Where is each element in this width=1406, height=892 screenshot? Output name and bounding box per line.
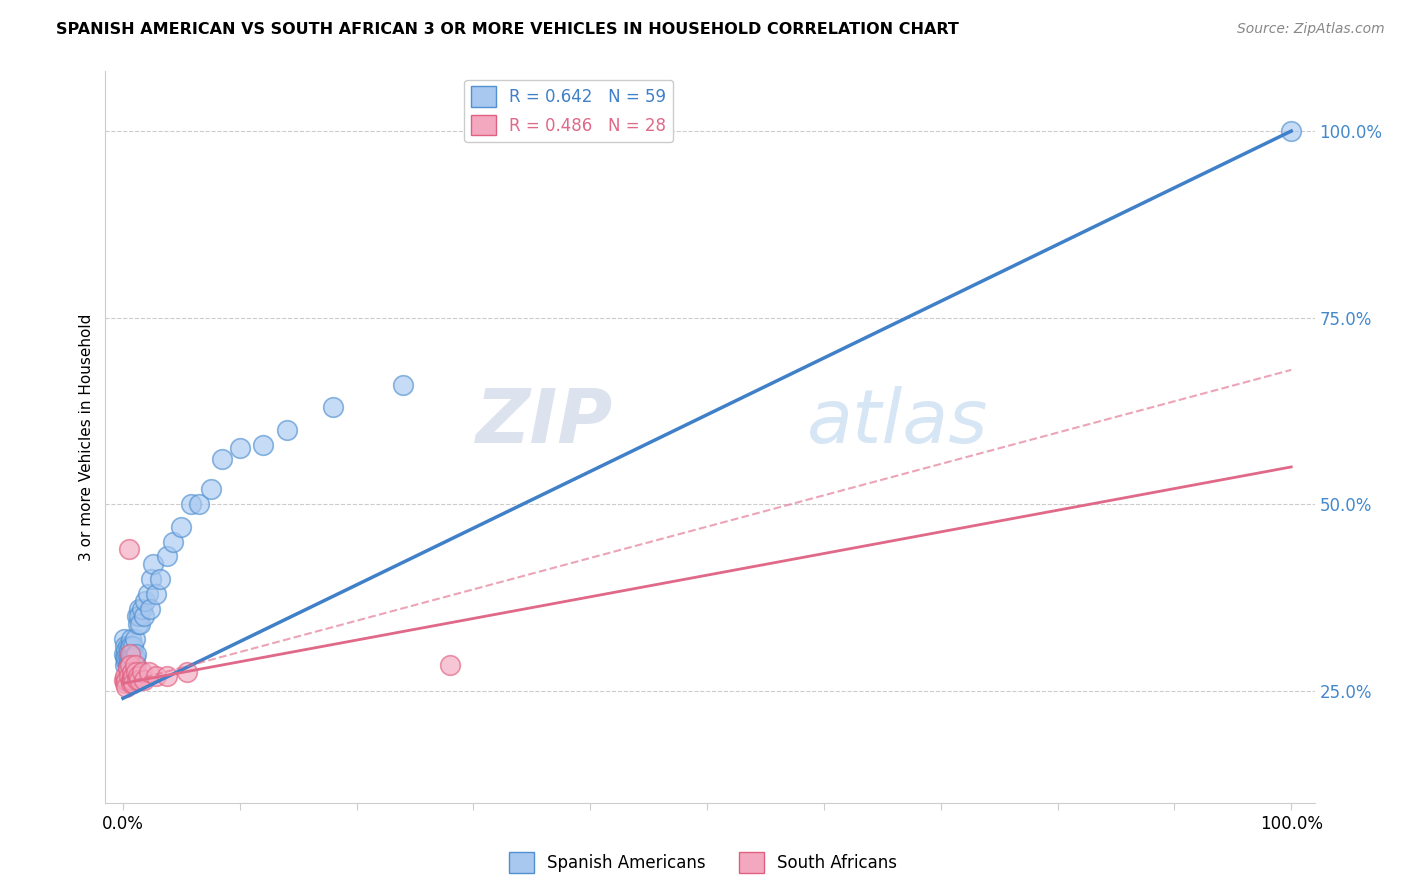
Point [1279, 124, 1302, 138]
Point [156, 549, 179, 564]
Point [120, 639, 142, 653]
Point [121, 665, 143, 680]
Point [121, 650, 143, 665]
Point [122, 639, 145, 653]
Point [145, 587, 167, 601]
Point [138, 665, 160, 680]
Point [125, 647, 148, 661]
Point [134, 594, 156, 608]
Point [139, 572, 162, 586]
Point [170, 519, 193, 533]
Point [122, 650, 145, 665]
Point [115, 673, 138, 687]
Point [162, 534, 184, 549]
Point [115, 680, 138, 694]
Text: SPANISH AMERICAN VS SOUTH AFRICAN 3 OR MORE VEHICLES IN HOUSEHOLD CORRELATION CH: SPANISH AMERICAN VS SOUTH AFRICAN 3 OR M… [56, 22, 959, 37]
Point [115, 654, 138, 668]
Legend: Spanish Americans, South Africans: Spanish Americans, South Africans [502, 846, 904, 880]
Point [180, 497, 202, 511]
Point [124, 632, 146, 646]
Point [122, 661, 145, 675]
Point [118, 665, 141, 680]
Point [229, 442, 252, 456]
Point [120, 673, 142, 687]
Point [131, 665, 153, 680]
Point [128, 609, 150, 624]
Point [145, 669, 167, 683]
Point [125, 657, 148, 672]
Point [118, 665, 141, 680]
Point [128, 601, 150, 615]
Y-axis label: 3 or more Vehicles in Household: 3 or more Vehicles in Household [79, 313, 94, 561]
Point [115, 650, 138, 665]
Point [117, 639, 139, 653]
Point [128, 673, 150, 687]
Point [114, 676, 136, 690]
Point [115, 642, 138, 657]
Point [122, 676, 145, 690]
Point [118, 542, 141, 557]
Point [122, 669, 145, 683]
Legend: R = 0.642   N = 59, R = 0.486   N = 28: R = 0.642 N = 59, R = 0.486 N = 28 [464, 79, 673, 142]
Point [136, 587, 159, 601]
Point [322, 401, 344, 415]
Point [118, 647, 141, 661]
Point [139, 601, 162, 615]
Point [132, 673, 155, 687]
Point [187, 497, 209, 511]
Point [120, 632, 142, 646]
Point [132, 609, 155, 624]
Point [114, 650, 136, 665]
Point [120, 676, 142, 690]
Point [114, 669, 136, 683]
Point [125, 665, 148, 680]
Point [200, 483, 222, 497]
Point [439, 657, 461, 672]
Point [252, 437, 274, 451]
Point [112, 673, 135, 687]
Point [117, 650, 139, 665]
Point [114, 639, 136, 653]
Point [149, 572, 172, 586]
Point [392, 377, 415, 392]
Point [276, 423, 298, 437]
Point [121, 647, 143, 661]
Point [118, 669, 141, 683]
Point [127, 616, 149, 631]
Point [112, 647, 135, 661]
Point [211, 452, 233, 467]
Point [142, 557, 165, 571]
Point [125, 673, 148, 687]
Point [176, 665, 198, 680]
Point [124, 650, 146, 665]
Point [118, 642, 141, 657]
Point [120, 650, 142, 665]
Point [156, 669, 179, 683]
Point [125, 609, 148, 624]
Point [117, 657, 139, 672]
Point [131, 601, 153, 615]
Point [118, 639, 141, 653]
Point [127, 669, 149, 683]
Point [114, 657, 136, 672]
Point [112, 632, 135, 646]
Text: Source: ZipAtlas.com: Source: ZipAtlas.com [1237, 22, 1385, 37]
Point [129, 616, 152, 631]
Point [118, 657, 141, 672]
Point [121, 673, 143, 687]
Text: atlas: atlas [807, 386, 988, 458]
Point [118, 650, 141, 665]
Point [124, 657, 146, 672]
Point [118, 650, 141, 665]
Point [118, 657, 141, 672]
Text: ZIP: ZIP [477, 386, 613, 459]
Point [117, 661, 139, 675]
Point [118, 657, 141, 672]
Point [117, 661, 139, 675]
